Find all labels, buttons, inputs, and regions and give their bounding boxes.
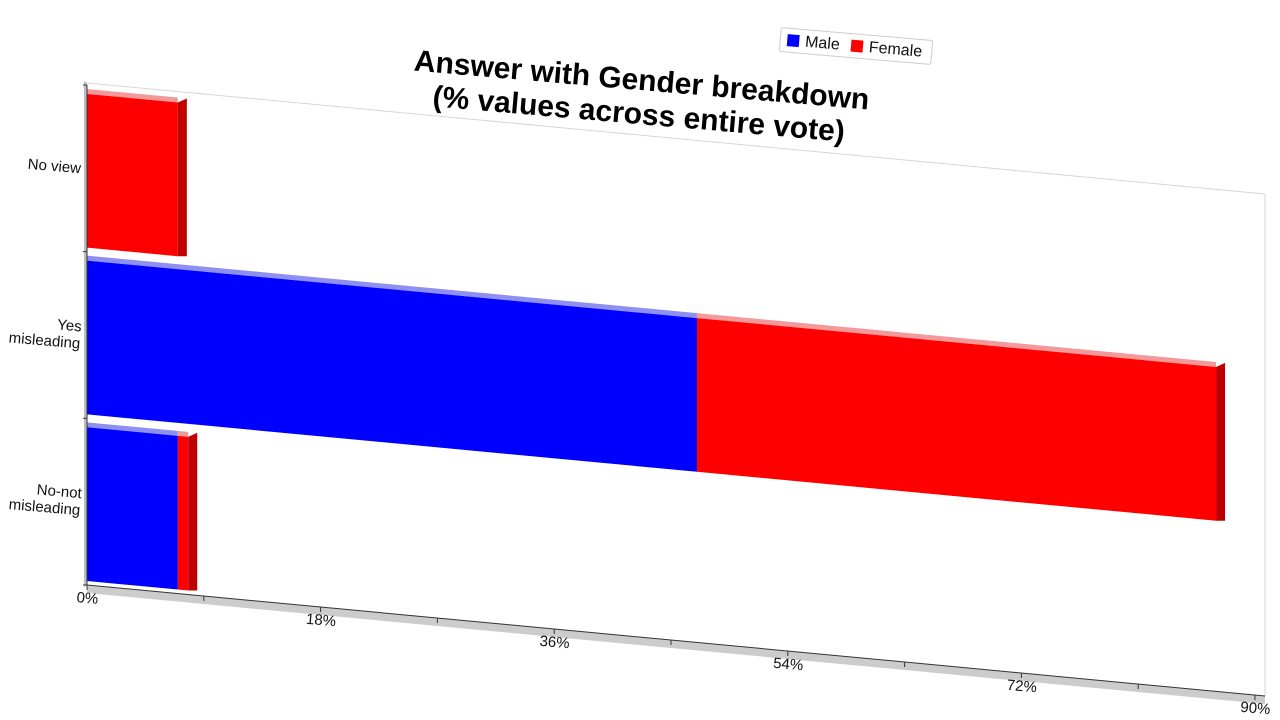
legend-swatch-female: [850, 39, 864, 53]
category-label-line: No-not: [36, 481, 83, 502]
legend: Male Female: [778, 27, 934, 65]
plot-floor: [87, 585, 1265, 704]
x-tick-label: 90%: [1240, 699, 1271, 719]
category-label: No-notmisleading: [8, 479, 83, 519]
x-tick-label: 54%: [772, 655, 803, 675]
chart-title: Answer with Gender breakdown (% values a…: [413, 45, 871, 149]
bar-side-0: [177, 98, 187, 257]
legend-label-female: Female: [868, 39, 923, 61]
bar-female-2: [177, 435, 189, 591]
x-tick-label: 18%: [305, 611, 336, 631]
bar-side-1: [1216, 362, 1226, 521]
bar-side-2: [188, 432, 198, 591]
x-tick-label: 36%: [539, 633, 570, 653]
plot-top-edge: [86, 82, 1266, 195]
category-label-line: misleading: [8, 329, 81, 352]
bar-top-male-2: [87, 422, 178, 436]
category-label-line: No view: [27, 156, 82, 178]
bar-female-0: [87, 93, 178, 257]
x-tick-label: 0%: [76, 589, 99, 608]
bar-top-female-1: [696, 313, 1217, 367]
legend-swatch-male: [786, 34, 800, 48]
x-tick-label: 72%: [1006, 677, 1037, 697]
bar-male-2: [87, 427, 178, 590]
bar-top-female-2: [177, 430, 189, 437]
bar-top-female-0: [87, 89, 178, 103]
category-label-line: misleading: [8, 496, 81, 519]
bar-male-1: [87, 260, 697, 472]
x-axis-line: [86, 584, 1266, 697]
bars: [87, 89, 1226, 591]
legend-label-male: Male: [804, 34, 840, 54]
plot-left-wall: [84, 81, 87, 587]
category-label-line: Yes: [57, 316, 83, 335]
bar-top-male-1: [87, 255, 697, 319]
category-label: No view: [27, 156, 82, 178]
category-label: Yesmisleading: [8, 312, 82, 352]
bar-female-1: [696, 318, 1217, 521]
plot-frame: [84, 81, 1266, 704]
axes: No viewYesmisleadingNo-notmisleading0%18…: [8, 84, 1271, 719]
